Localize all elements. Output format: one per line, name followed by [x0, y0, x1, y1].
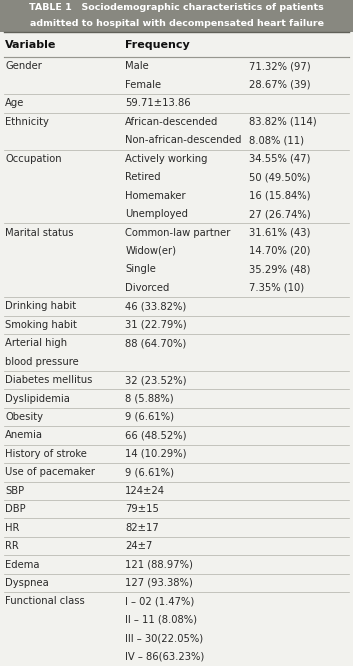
Text: African-descended: African-descended — [125, 117, 219, 127]
Text: 83.82% (114): 83.82% (114) — [249, 117, 317, 127]
Text: Dyspnea: Dyspnea — [5, 578, 49, 588]
Text: 46 (33.82%): 46 (33.82%) — [125, 301, 187, 311]
Text: 9 (6.61%): 9 (6.61%) — [125, 468, 174, 478]
Text: Age: Age — [5, 99, 25, 109]
Text: 31.61% (43): 31.61% (43) — [249, 228, 310, 238]
Text: 66 (48.52%): 66 (48.52%) — [125, 430, 187, 440]
Text: DBP: DBP — [5, 504, 26, 514]
Text: Ethnicity: Ethnicity — [5, 117, 49, 127]
Text: Drinking habit: Drinking habit — [5, 301, 76, 311]
Text: Obesity: Obesity — [5, 412, 43, 422]
Text: HR: HR — [5, 523, 20, 533]
Text: Homemaker: Homemaker — [125, 190, 186, 200]
Text: Actively working: Actively working — [125, 154, 208, 164]
Text: 59.71±13.86: 59.71±13.86 — [125, 99, 191, 109]
Bar — [0, 0, 353, 32]
Text: 127 (93.38%): 127 (93.38%) — [125, 578, 193, 588]
Text: Retired: Retired — [125, 172, 161, 182]
Text: 16 (15.84%): 16 (15.84%) — [249, 190, 310, 200]
Text: 82±17: 82±17 — [125, 523, 159, 533]
Text: RR: RR — [5, 541, 19, 551]
Text: Gender: Gender — [5, 61, 42, 71]
Text: Functional class: Functional class — [5, 597, 85, 607]
Text: Single: Single — [125, 264, 156, 274]
Text: Divorced: Divorced — [125, 283, 170, 293]
Text: 50 (49.50%): 50 (49.50%) — [249, 172, 310, 182]
Text: Edema: Edema — [5, 559, 40, 569]
Text: 79±15: 79±15 — [125, 504, 159, 514]
Text: 124±24: 124±24 — [125, 486, 165, 496]
Text: 24±7: 24±7 — [125, 541, 153, 551]
Text: Smoking habit: Smoking habit — [5, 320, 77, 330]
Text: IV – 86(63.23%): IV – 86(63.23%) — [125, 652, 205, 662]
Text: 34.55% (47): 34.55% (47) — [249, 154, 310, 164]
Text: Variable: Variable — [5, 39, 57, 50]
Text: History of stroke: History of stroke — [5, 449, 87, 459]
Text: Arterial high: Arterial high — [5, 338, 67, 348]
Text: 7.35% (10): 7.35% (10) — [249, 283, 304, 293]
Text: 31 (22.79%): 31 (22.79%) — [125, 320, 187, 330]
Text: Widow(er): Widow(er) — [125, 246, 176, 256]
Text: 8 (5.88%): 8 (5.88%) — [125, 394, 174, 404]
Text: 88 (64.70%): 88 (64.70%) — [125, 338, 187, 348]
Text: admitted to hospital with decompensated heart failure: admitted to hospital with decompensated … — [30, 19, 323, 29]
Text: Use of pacemaker: Use of pacemaker — [5, 468, 95, 478]
Text: Marital status: Marital status — [5, 228, 74, 238]
Text: III – 30(22.05%): III – 30(22.05%) — [125, 633, 203, 643]
Text: blood pressure: blood pressure — [5, 356, 79, 367]
Text: Occupation: Occupation — [5, 154, 62, 164]
Text: Non-african-descended: Non-african-descended — [125, 135, 242, 145]
Text: Common-law partner: Common-law partner — [125, 228, 231, 238]
Text: 121 (88.97%): 121 (88.97%) — [125, 559, 193, 569]
Text: 27 (26.74%): 27 (26.74%) — [249, 209, 311, 219]
Text: 8.08% (11): 8.08% (11) — [249, 135, 304, 145]
Text: Female: Female — [125, 80, 161, 90]
Text: 71.32% (97): 71.32% (97) — [249, 61, 311, 71]
Text: Anemia: Anemia — [5, 430, 43, 440]
Text: II – 11 (8.08%): II – 11 (8.08%) — [125, 615, 197, 625]
Text: Unemployed: Unemployed — [125, 209, 188, 219]
Text: 9 (6.61%): 9 (6.61%) — [125, 412, 174, 422]
Text: SBP: SBP — [5, 486, 24, 496]
Text: 28.67% (39): 28.67% (39) — [249, 80, 310, 90]
Text: 35.29% (48): 35.29% (48) — [249, 264, 310, 274]
Text: Diabetes mellitus: Diabetes mellitus — [5, 375, 93, 385]
Text: Frequency: Frequency — [125, 39, 190, 50]
Text: 32 (23.52%): 32 (23.52%) — [125, 375, 187, 385]
Text: 14.70% (20): 14.70% (20) — [249, 246, 310, 256]
Text: TABLE 1   Sociodemographic characteristics of patients: TABLE 1 Sociodemographic characteristics… — [29, 3, 324, 13]
Text: Male: Male — [125, 61, 149, 71]
Text: Dyslipidemia: Dyslipidemia — [5, 394, 70, 404]
Text: I – 02 (1.47%): I – 02 (1.47%) — [125, 597, 195, 607]
Text: 14 (10.29%): 14 (10.29%) — [125, 449, 187, 459]
